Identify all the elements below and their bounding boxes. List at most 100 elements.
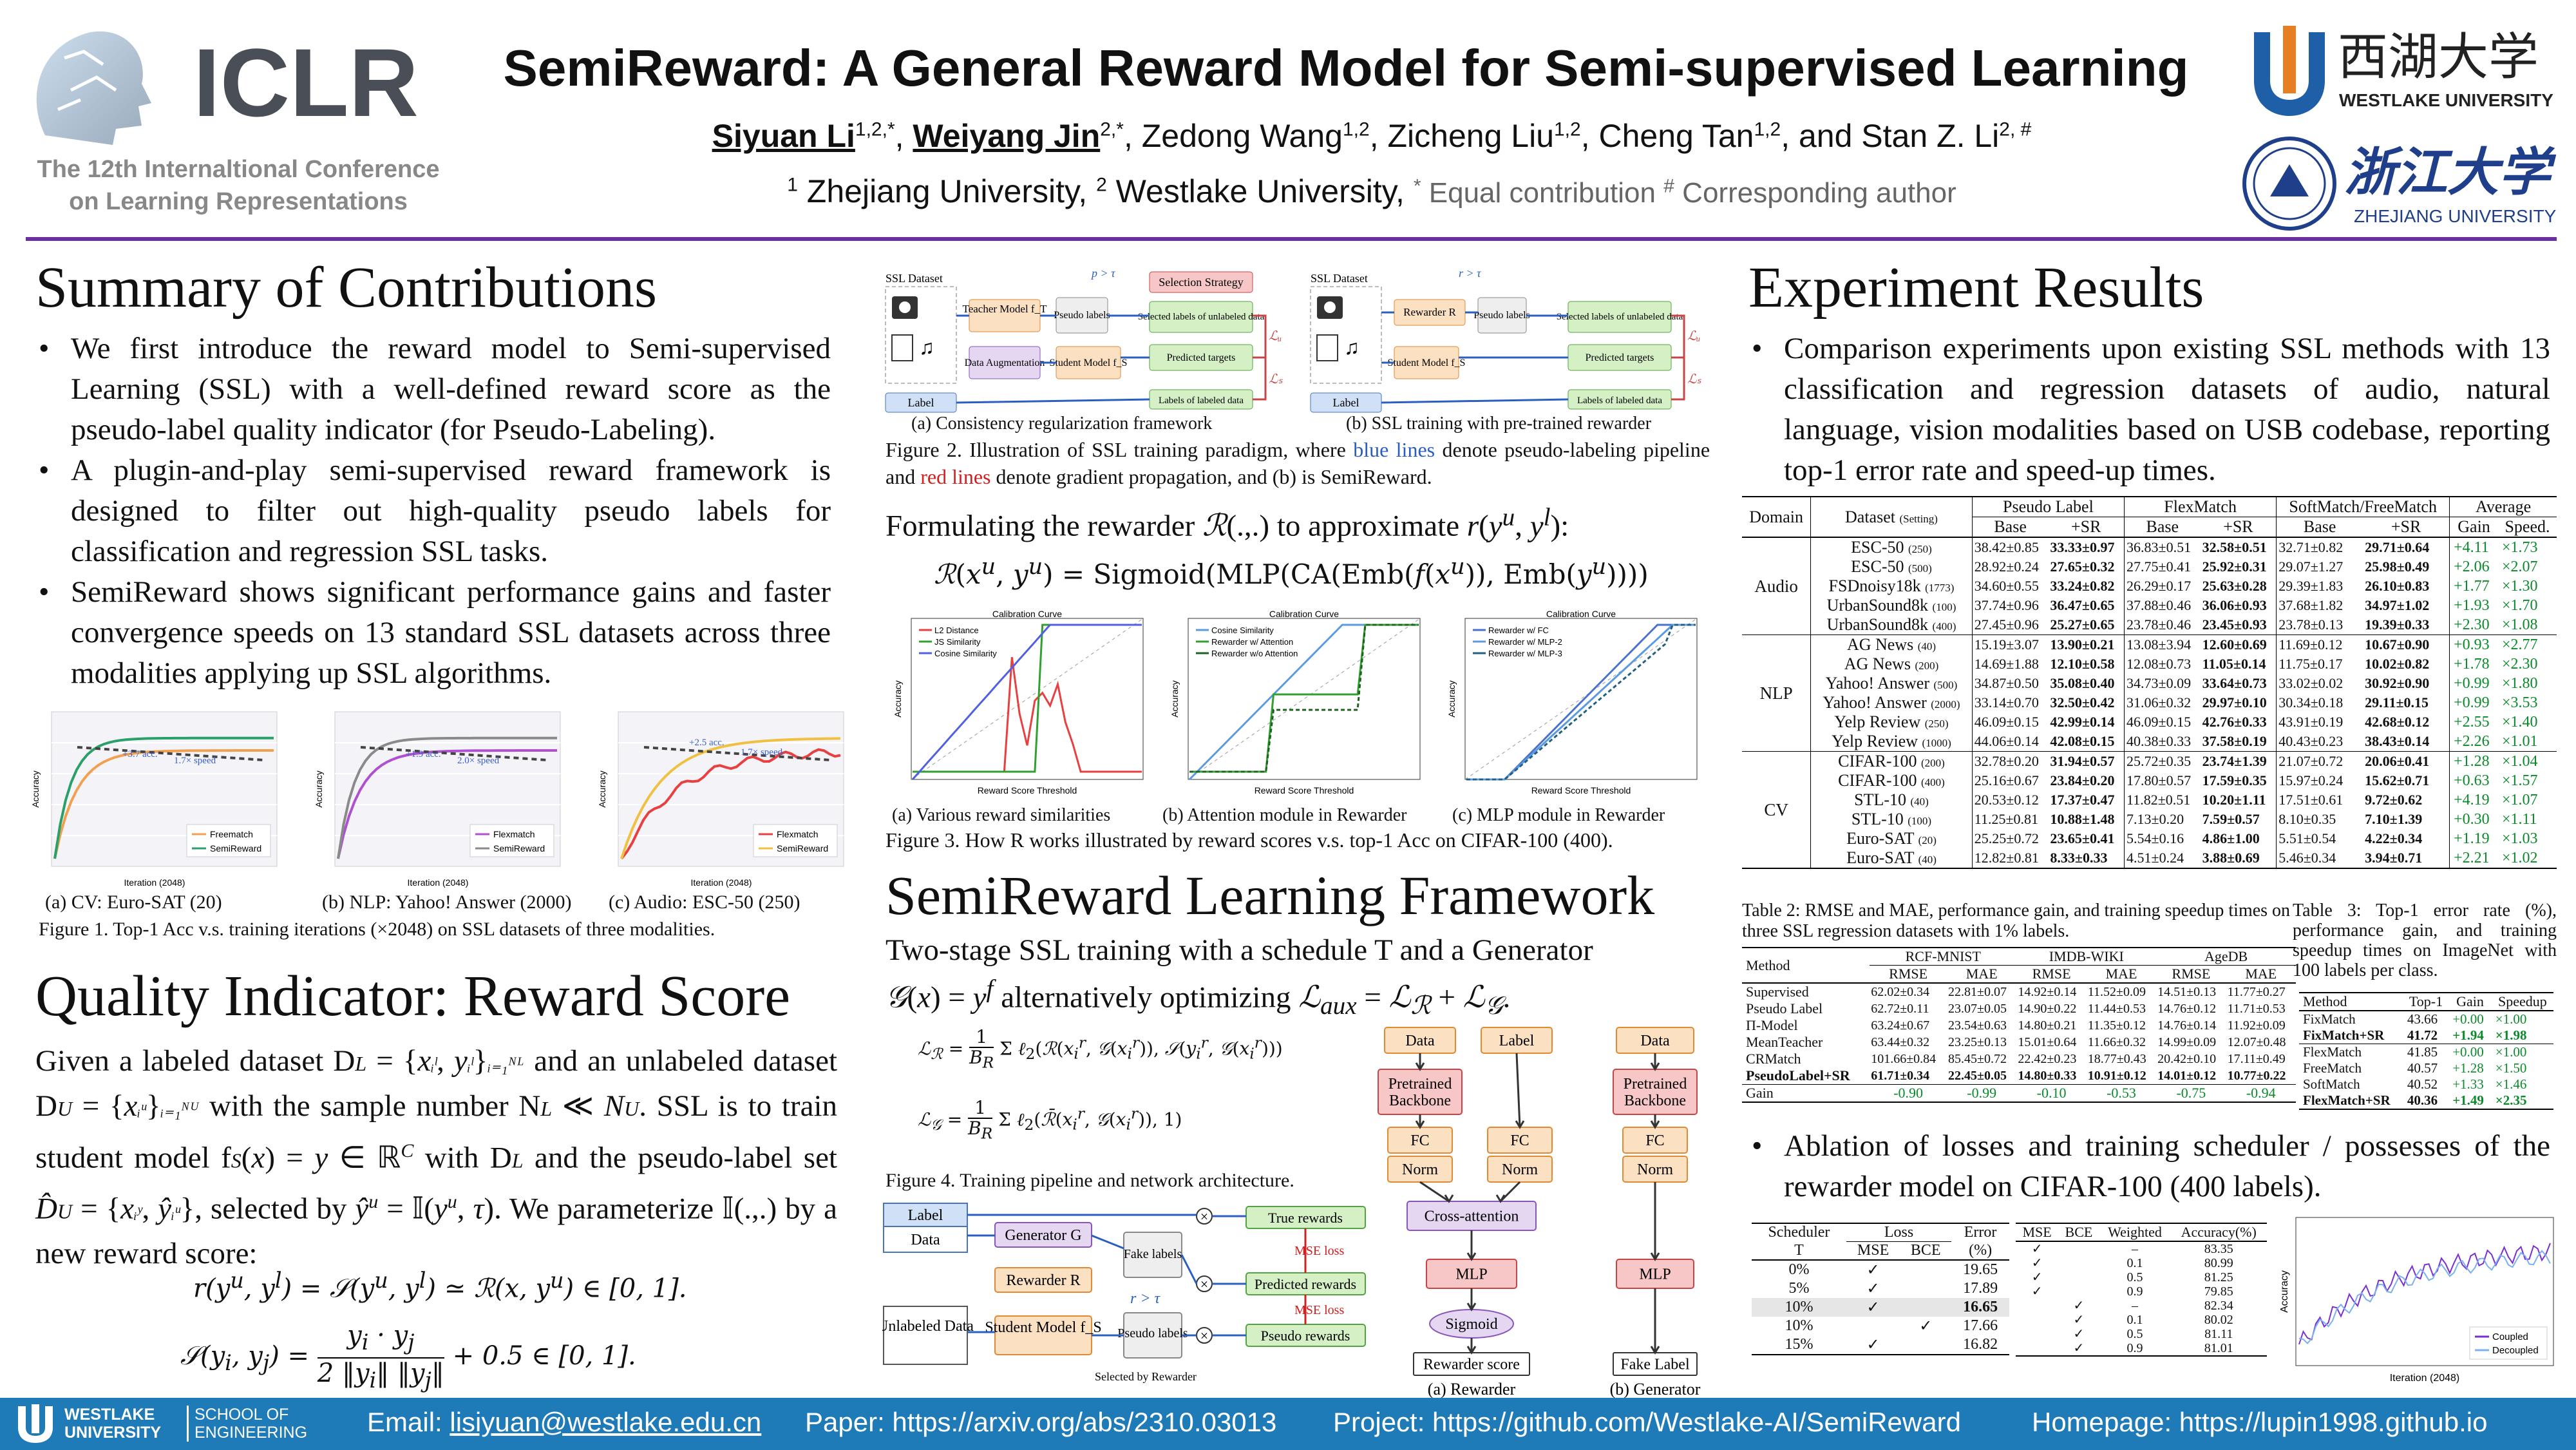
fig2b-ssl-dataset: SSL Dataset (1311, 272, 1368, 285)
table-2-caption: Table 2: RMSE and MAE, performance gain,… (1742, 901, 2296, 942)
fig4-data: Data (911, 1232, 940, 1248)
fig3-title: Calibration Curve (992, 609, 1062, 619)
reward-equation: r(yu, yl) = 𝒮(yu, yl) ≃ ℛ(x, yu) ∈ [0, 1… (193, 1268, 687, 1303)
iclr-logo: ICLR (19, 19, 470, 148)
fig3-legend-item: Rewarder w/ MLP-2 (1488, 637, 1562, 647)
summary-bullets: We first introduce the reward model to S… (32, 329, 831, 694)
svg-text:×: × (1200, 1276, 1208, 1292)
fig2-diagram: SSL Dataset ♫ Label Teacher Model f_T Da… (879, 264, 1710, 419)
zhejiang-university-logo: 浙江大学 ZHEJIANG UNIVERSITY (2241, 132, 2563, 235)
fig3-legend-item: Rewarder w/ Attention (1211, 637, 1293, 647)
experiments-bullet-2: Ablation of losses and training schedule… (1745, 1126, 2550, 1207)
fig2a-teacher: Teacher Model f_T (963, 303, 1048, 315)
framework-heading: SemiReward Learning Framework (886, 863, 1654, 928)
table-row: ✓ 0.5 81.11 (2016, 1327, 2267, 1341)
fig4-architecture: Data LabelPretrainedBackboneFCNormFCNormC… (1372, 1021, 1716, 1398)
table-row: FixMatch+SR 41.72 +1.94 ×1.98 (2299, 1027, 2553, 1044)
poster-title: SemiReward: A General Reward Model for S… (477, 39, 2215, 98)
table-row: NLP AG News (40) 15.19±3.07 13.90±0.21 13.08… (1742, 635, 2557, 655)
fig2a-augmentation: Data Augmentation (965, 358, 1045, 368)
fig3-legend-item: Rewarder w/o Attention (1211, 649, 1298, 658)
table-row: ESC-50 (500) 28.92±0.24 27.65±0.32 27.75±0.… (1742, 557, 2557, 577)
arch-subcap-b: (b) Generator (1610, 1380, 1701, 1398)
table-row: UrbanSound8k (100) 37.74±0.96 36.47±0.65 37… (1742, 596, 2557, 615)
fig2a-student: Student Model f_S (1050, 358, 1128, 368)
fig3-panel: Calibration CurveCosine SimilarityReward… (1170, 609, 1420, 796)
fig3-title: Calibration Curve (1546, 609, 1616, 619)
svg-text:ℒᵤ: ℒᵤ (1269, 329, 1282, 343)
fig1-annot-acc: +3.7 acc. (122, 749, 158, 759)
fig2a-ssl-dataset: SSL Dataset (886, 272, 943, 285)
author-2: Weiyang Jin (913, 118, 1100, 154)
fig4-true-rewards: True rewards (1268, 1210, 1343, 1226)
table-2: Method RCF-MNIST IMDB-WIKI AgeDB RMSE MAE… (1742, 947, 2296, 1103)
fig4-label: Label (908, 1207, 943, 1224)
table-row: Yelp Review (250) 46.09±0.15 42.99±0.14 46.… (1742, 712, 2557, 732)
table-row: CRMatch 101.66±0.84 85.45±0.72 22.42±0.23 18… (1742, 1051, 2296, 1067)
author-list: Siyuan Li1,2,*, Weiyang Jin2,*, Zedong W… (631, 117, 2112, 155)
arch-mlp: MLP (1455, 1266, 1487, 1283)
table-row: 10% ✓ 17.66 (1752, 1317, 2009, 1335)
fig3-plots: Calibration Curve L2 Distance JS Similarit… (879, 609, 1710, 805)
fig1-caption: Figure 1. Top-1 Acc v.s. training iterat… (39, 916, 837, 943)
fig4-selected-by: Selected by Rewarder (1095, 1370, 1197, 1383)
footer-project-link[interactable]: Project: https://github.com/Westlake-AI/… (1333, 1407, 1961, 1438)
arch-gen-fc: FC (1645, 1132, 1664, 1149)
fig2b-selected: Selected labels of unlabeled data (1557, 312, 1683, 322)
author-3: Zedong Wang (1142, 118, 1343, 154)
fig1-xlabel: Iteration (2048) (691, 877, 752, 888)
abl3-legend-item: Decoupled (2492, 1345, 2539, 1356)
arch-norm-1: Norm (1402, 1161, 1438, 1178)
fig2b-pseudo-labels: Pseudo labels (1473, 310, 1530, 321)
table-row: STL-10 (100) 11.25±0.81 10.88±1.48 7.13±0.2… (1742, 810, 2557, 829)
framework-paragraph: Two-stage SSL training with a schedule T… (886, 931, 1716, 1025)
arch-label: Label (1499, 1033, 1535, 1049)
table-3-caption: Table 3: Top-1 error rate (%), performan… (2293, 901, 2557, 980)
fig3-legend-item: Rewarder w/ MLP-3 (1488, 649, 1562, 658)
table-row: FreeMatch 40.57 +1.28 ×1.50 (2299, 1060, 2553, 1076)
westlake-university-logo: 西湖大学 WESTLAKE UNIVERSITY (2241, 19, 2563, 122)
fig1-ylabel: Accuracy (597, 770, 607, 808)
fig1-ylabel: Accuracy (314, 770, 324, 808)
email-link[interactable]: lisiyuan@westlake.edu.cn (450, 1407, 761, 1437)
fig1-annot-speed: 1.7× speed (174, 756, 216, 766)
svg-text:ℒₛ: ℒₛ (1687, 372, 1701, 386)
fig1-annot-acc: +2.5 acc. (689, 738, 724, 748)
fig3-xlabel: Reward Score Threshold (1531, 785, 1631, 796)
fig1-subcap-a: (a) CV: Euro-SAT (20) (45, 889, 290, 916)
fig3-legend-item: JS Similarity (934, 637, 981, 647)
footer-homepage-link[interactable]: Homepage: https://lupin1998.github.io (2032, 1407, 2488, 1438)
fig1-annot-speed: 1.7× speed (741, 747, 783, 758)
table-row: PseudoLabel+SR 61.71±0.34 22.45±0.05 14.80±… (1742, 1067, 2296, 1085)
arch-data: Data (1405, 1033, 1435, 1049)
fig3-title: Calibration Curve (1269, 609, 1339, 619)
table-row: UrbanSound8k (400) 27.45±0.96 25.27±0.65 23… (1742, 615, 2557, 635)
poster-footer: WESTLAKE UNIVERSITY SCHOOL OF ENGINEERING … (0, 1398, 2576, 1450)
fig3-subcap-b: (b) Attention module in Rewarder (1162, 802, 1439, 829)
footer-school: SCHOOL OF ENGINEERING (194, 1406, 307, 1442)
footer-paper-link[interactable]: Paper: https://arxiv.org/abs/2310.03013 (805, 1407, 1276, 1438)
table-3: Method Top-1 Gain Speedup FixMatch 43.66 +… (2299, 992, 2553, 1110)
fig1-subcap-b: (b) NLP: Yahoo! Answer (2000) (322, 889, 592, 916)
author-1: Siyuan Li (712, 118, 855, 154)
fig1-legend-item: SemiReward (493, 843, 545, 854)
table-row: CV CIFAR-100 (200) 32.78±0.20 31.94±0.57 25.… (1742, 752, 2557, 772)
author-6: and Stan Z. Li (1799, 118, 1999, 154)
fig1-xlabel: Iteration (2048) (408, 877, 469, 888)
ablation-table-1: Scheduler Loss Error T MSE BCE (%) 0% ✓ 19… (1752, 1223, 2009, 1355)
arch-backbone: Pretrained (1388, 1076, 1452, 1092)
table-row: STL-10 (40) 20.53±0.12 17.37±0.47 11.82±0.5… (1742, 790, 2557, 810)
summary-bullet: We first introduce the reward model to S… (32, 329, 831, 450)
arch-rewarder-score: Rewarder score (1423, 1357, 1520, 1373)
fig4-caption: Figure 4. Training pipeline and network … (886, 1167, 1388, 1194)
arch-cross-attention: Cross-attention (1425, 1208, 1519, 1225)
table-row: FSDnoisy18k (1773) 34.60±0.55 33.24±0.82 26… (1742, 577, 2557, 596)
abl3-xlabel: Iteration (2048) (2390, 1373, 2460, 1384)
svg-text:♫: ♫ (1344, 336, 1359, 359)
fig3-legend-item: Cosine Similarity (934, 649, 997, 658)
fig2b-predicted: Predicted targets (1586, 352, 1654, 363)
similarity-equation: 𝒮(yi, yj) = yi · yj 2 ‖yi‖ ‖yj‖ + 0.5 ∈ [… (180, 1321, 636, 1395)
abl3-legend-item: Coupled (2492, 1331, 2528, 1342)
fig3-xlabel: Reward Score Threshold (978, 785, 1077, 796)
fig2a-label: Label (908, 396, 934, 409)
